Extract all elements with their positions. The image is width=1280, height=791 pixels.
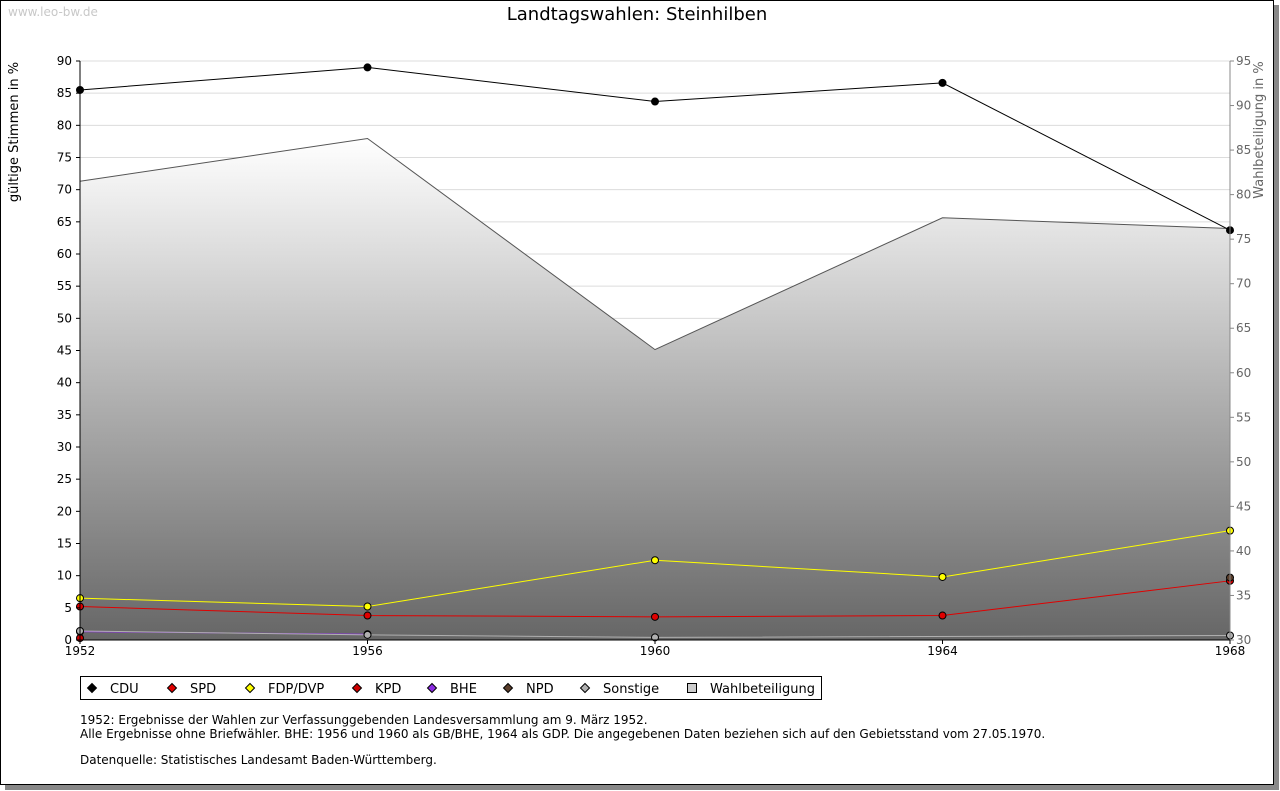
y-tick-label: 5 xyxy=(64,601,72,615)
legend-label: Sonstige xyxy=(603,682,659,697)
x-tick-label: 1956 xyxy=(352,644,383,658)
data-point-cdu xyxy=(651,97,659,106)
legend-label: FDP/DVP xyxy=(268,682,324,697)
note-1: 1952: Ergebnisse der Wahlen zur Verfassu… xyxy=(80,713,648,727)
y2-tick-label: 80 xyxy=(1236,188,1251,202)
turnout-area xyxy=(79,137,1231,640)
y-axis-label: gültige Stimmen in % xyxy=(7,62,22,202)
note-3: Datenquelle: Statistisches Landesamt Bad… xyxy=(80,753,437,767)
y2-tick-label: 55 xyxy=(1236,410,1251,424)
y-tick-label: 60 xyxy=(57,247,72,261)
tick-labels: 0 5 10 15 20 25 30 35 40 45 50 55 60 65 70 75 80 85 90 30 35… xyxy=(57,54,1252,658)
legend-swatch xyxy=(351,682,363,694)
legend: CDU SPD FDP/DVP KPD BHE NPD Sonstige Wahlbeteil… xyxy=(86,682,815,697)
data-point-cdu xyxy=(938,78,947,87)
data-point-spd xyxy=(651,612,659,621)
y2-tick-label: 75 xyxy=(1236,232,1251,246)
y-tick-label: 70 xyxy=(57,183,72,197)
legend-swatch xyxy=(426,682,438,694)
y2-tick-label: 95 xyxy=(1236,54,1251,68)
chart-title: Landtagswahlen: Steinhilben xyxy=(507,4,768,25)
x-tick-label: 1960 xyxy=(640,644,671,658)
y-tick-label: 25 xyxy=(57,472,72,486)
y2-tick-label: 50 xyxy=(1236,455,1251,469)
y-tick-label: 75 xyxy=(57,151,72,165)
legend-label: Wahlbeteiligung xyxy=(710,682,815,697)
y-tick-label: 35 xyxy=(57,408,72,422)
y-tick-label: 45 xyxy=(57,344,72,358)
legend-label: KPD xyxy=(375,682,401,697)
legend-label: SPD xyxy=(190,682,216,697)
y-tick-label: 15 xyxy=(57,537,72,551)
watermark: www.leo-bw.de xyxy=(8,5,98,19)
y2-tick-label: 45 xyxy=(1236,499,1251,513)
x-tick-label: 1964 xyxy=(927,644,958,658)
legend-swatch xyxy=(244,682,256,694)
legend-label: NPD xyxy=(526,682,554,697)
y2-tick-label: 70 xyxy=(1236,277,1251,291)
data-point-fdp-dvp xyxy=(363,602,372,611)
data-point-cdu xyxy=(363,63,372,72)
turnout-area-fill xyxy=(80,138,1230,640)
x-tick-label: 1952 xyxy=(65,644,96,658)
y-tick-label: 20 xyxy=(57,504,72,518)
legend-box xyxy=(80,676,822,700)
legend-label: BHE xyxy=(450,682,477,697)
legend-swatch xyxy=(687,683,697,693)
y2-tick-label: 85 xyxy=(1236,143,1251,157)
y-tick-label: 90 xyxy=(57,54,72,68)
data-point-fdp-dvp xyxy=(651,556,659,565)
legend-swatch xyxy=(502,682,514,694)
y-tick-label: 65 xyxy=(57,215,72,229)
series-line-sonstige xyxy=(79,630,1231,638)
data-point-fdp-dvp xyxy=(938,572,947,581)
data-point-spd xyxy=(363,611,372,620)
y2-tick-label: 65 xyxy=(1236,321,1251,335)
x-tick-label: 1968 xyxy=(1215,644,1246,658)
note-2: Alle Ergebnisse ohne Briefwähler. BHE: 1… xyxy=(80,727,1045,741)
data-point-spd xyxy=(938,611,947,620)
axes xyxy=(76,60,1234,644)
y2-tick-label: 60 xyxy=(1236,366,1251,380)
y-tick-label: 10 xyxy=(57,569,72,583)
y2-tick-label: 90 xyxy=(1236,99,1251,113)
series-lines xyxy=(76,63,1234,643)
y-tick-label: 55 xyxy=(57,279,72,293)
legend-swatch xyxy=(579,682,591,694)
legend-swatch xyxy=(86,682,98,694)
y2-tick-label: 40 xyxy=(1236,544,1251,558)
y-tick-label: 40 xyxy=(57,376,72,390)
legend-swatch xyxy=(166,682,178,694)
y-tick-label: 30 xyxy=(57,440,72,454)
legend-label: CDU xyxy=(110,682,139,697)
y-tick-label: 80 xyxy=(57,118,72,132)
y-tick-label: 85 xyxy=(57,86,72,100)
y-tick-label: 50 xyxy=(57,311,72,325)
data-point-sonstige xyxy=(363,630,372,639)
turnout-area-line xyxy=(79,137,1231,351)
y-tick-label: 0 xyxy=(64,633,72,647)
y2-tick-label: 30 xyxy=(1236,633,1251,647)
y2-axis-label: Wahlbeteiligung in % xyxy=(1252,61,1267,198)
y2-tick-label: 35 xyxy=(1236,588,1251,602)
